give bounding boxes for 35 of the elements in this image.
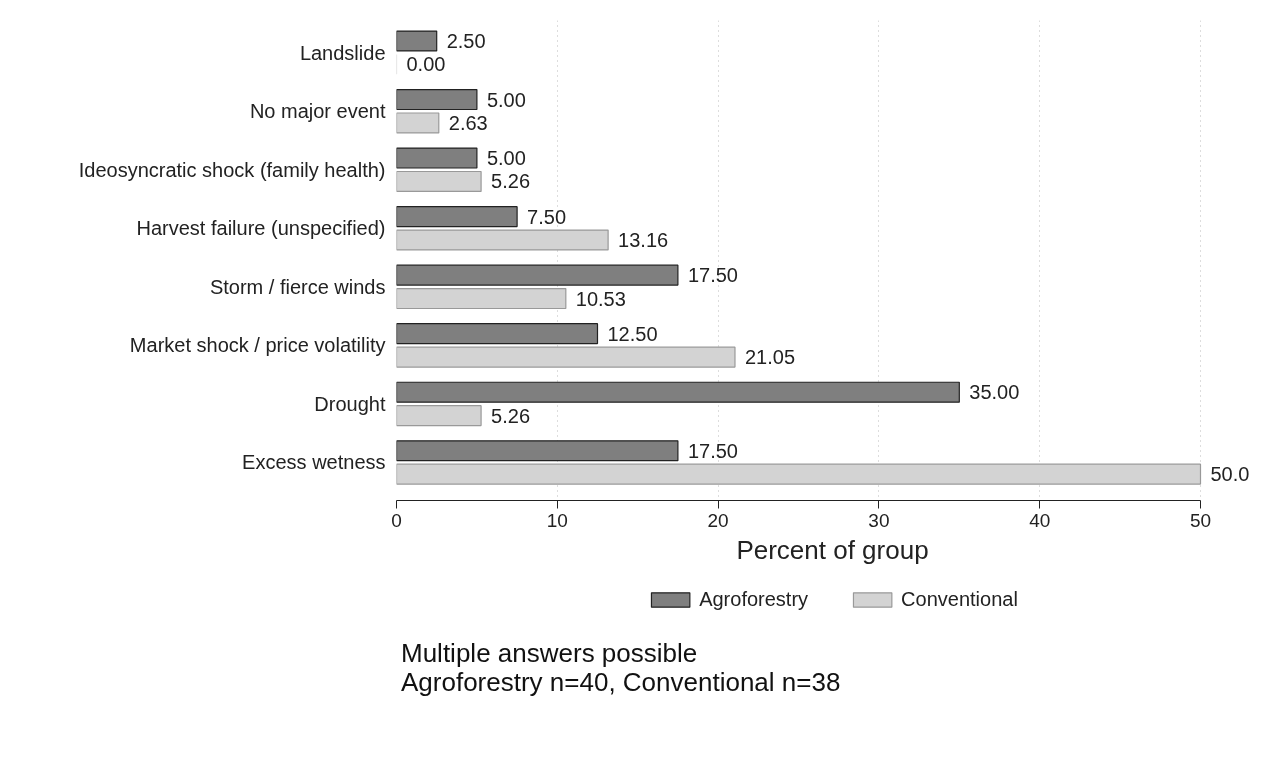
x-tick-label: 50: [1189, 509, 1212, 531]
data-label: 35.00: [969, 381, 1020, 404]
y-tick-label: Drought: [314, 392, 386, 415]
x-axis-title: Percent of group: [736, 534, 929, 565]
y-tick-label: Excess wetness: [242, 451, 386, 474]
data-label: 17.50: [687, 439, 738, 462]
x-tick-label: 20: [707, 509, 729, 531]
data-label: 17.50: [687, 264, 738, 287]
data-label: 13.16: [618, 229, 669, 252]
y-tick-label: Landslide: [299, 41, 386, 64]
text: Agroforestry n=40, Conventional n=38: [401, 667, 841, 697]
y-tick-label: Storm / fierce winds: [209, 275, 386, 298]
x-tick-label: 40: [1029, 509, 1051, 531]
data-label: 2.50: [446, 29, 486, 52]
data-label: 7.50: [527, 205, 567, 228]
data-label: 5.00: [486, 88, 526, 111]
data-label: 12.50: [607, 322, 658, 345]
x-tick-label: 10: [546, 509, 568, 531]
data-label: 2.63: [448, 111, 488, 134]
data-label: 21.05: [744, 346, 796, 369]
legend-label: Conventional: [901, 587, 1018, 611]
data-label: 0.00: [406, 53, 446, 76]
y-tick-label: Harvest failure (unspecified): [136, 217, 386, 240]
data-label: 5.00: [486, 147, 526, 170]
data-label: 5.26: [491, 404, 531, 427]
legend-label: Agroforestry: [699, 587, 809, 611]
y-tick-label: Ideosyncratic shock (family health): [78, 158, 386, 181]
x-tick-label: 0: [391, 509, 402, 531]
y-tick-label: Market shock / price volatility: [129, 334, 386, 357]
y-tick-label: No major event: [249, 100, 386, 123]
x-tick-label: 30: [868, 509, 890, 531]
text: Multiple answers possible: [401, 638, 698, 668]
data-label: 5.26: [491, 170, 531, 193]
data-label: 10.53: [575, 287, 626, 310]
data-label: 50.0: [1210, 463, 1250, 486]
